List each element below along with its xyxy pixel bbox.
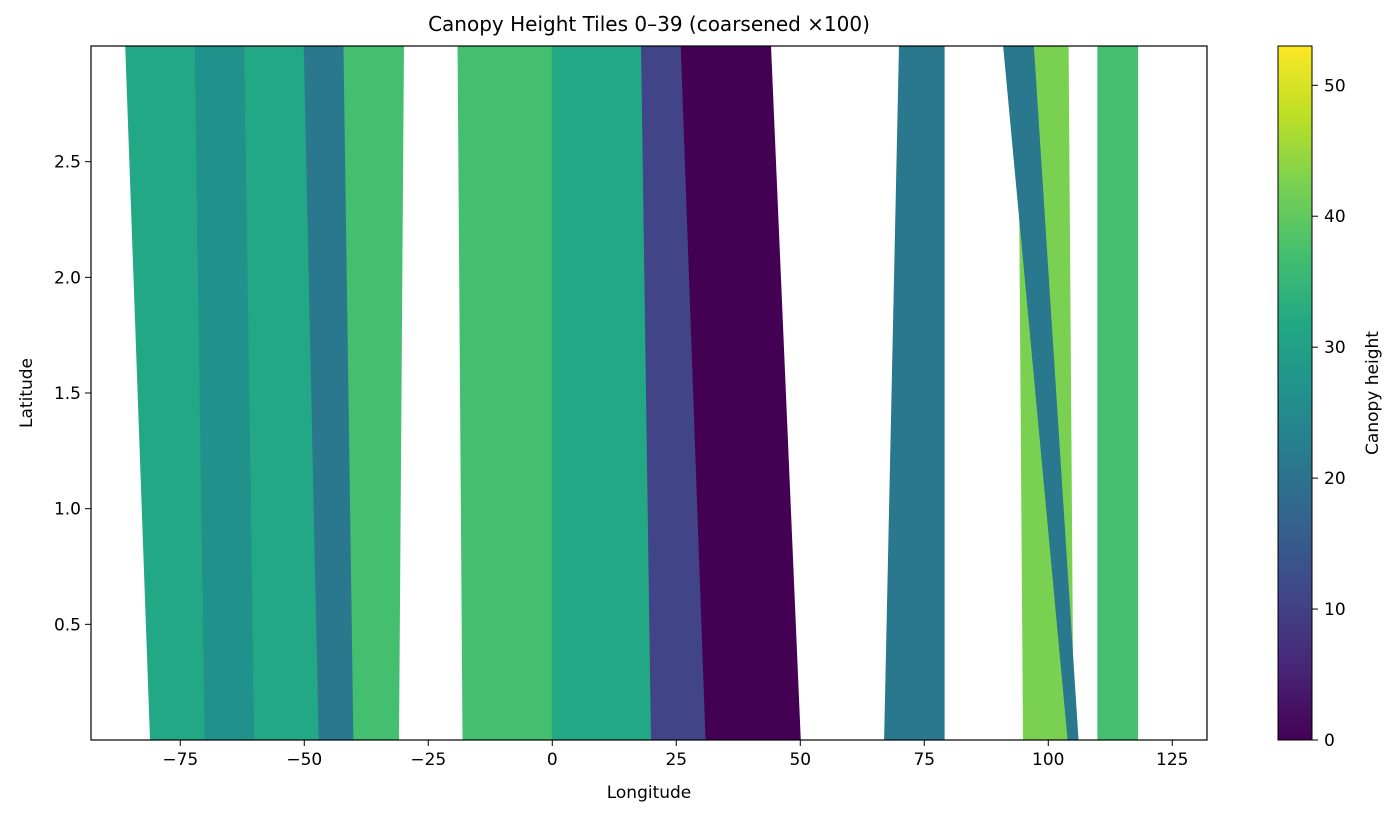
canopy-band-1 bbox=[194, 46, 256, 740]
colorbar-tick-label: 50 bbox=[1324, 76, 1346, 96]
colorbar bbox=[1277, 45, 1313, 741]
x-axis-label: Longitude bbox=[607, 783, 692, 803]
canopy-band-4 bbox=[343, 46, 404, 740]
x-axis: −75 −50 −25 0 25 50 75 100 125 bbox=[162, 740, 1189, 770]
x-tick-label: −75 bbox=[162, 750, 198, 770]
canopy-band-11 bbox=[1003, 46, 1079, 740]
x-tick-label: 25 bbox=[665, 750, 687, 770]
canopy-band-7 bbox=[641, 46, 707, 740]
x-tick-label: −25 bbox=[410, 750, 446, 770]
chart-title: Canopy Height Tiles 0–39 (coarsened ×100… bbox=[428, 12, 870, 36]
y-tick-label: 2.5 bbox=[54, 153, 81, 173]
canopy-band-8 bbox=[680, 46, 801, 740]
colorbar-label: Canopy height bbox=[1363, 331, 1383, 455]
colorbar-tick-label: 0 bbox=[1324, 731, 1335, 751]
canopy-band-2 bbox=[244, 46, 320, 740]
canopy-band-9 bbox=[884, 46, 945, 740]
colorbar-tick-label: 20 bbox=[1324, 469, 1346, 489]
canopy-band-12 bbox=[1097, 46, 1139, 740]
x-tick-label: −50 bbox=[286, 750, 322, 770]
x-tick-label: 100 bbox=[1032, 750, 1064, 770]
y-tick-label: 1.0 bbox=[54, 500, 81, 520]
x-tick-label: 0 bbox=[547, 750, 558, 770]
canopy-band-5 bbox=[457, 46, 553, 740]
x-tick-label: 75 bbox=[913, 750, 935, 770]
y-axis-label: Latitude bbox=[17, 358, 37, 428]
colorbar-tick-label: 30 bbox=[1324, 338, 1346, 358]
colorbar-tick-label: 10 bbox=[1324, 600, 1346, 620]
y-tick-label: 1.5 bbox=[54, 384, 81, 404]
canopy-band-3 bbox=[303, 46, 355, 740]
y-tick-label: 2.0 bbox=[54, 268, 81, 288]
x-tick-label: 50 bbox=[789, 750, 811, 770]
y-axis: 0.5 1.0 1.5 2.0 2.5 bbox=[54, 153, 91, 635]
x-tick-label: 125 bbox=[1156, 750, 1188, 770]
colorbar-axis: 0 10 20 30 40 50 bbox=[1312, 76, 1346, 751]
canopy-band-6 bbox=[551, 46, 652, 740]
canopy-band-0 bbox=[125, 46, 206, 740]
colorbar-tick-label: 40 bbox=[1324, 207, 1346, 227]
y-tick-label: 0.5 bbox=[54, 615, 81, 635]
heatmap-data bbox=[125, 46, 1139, 740]
